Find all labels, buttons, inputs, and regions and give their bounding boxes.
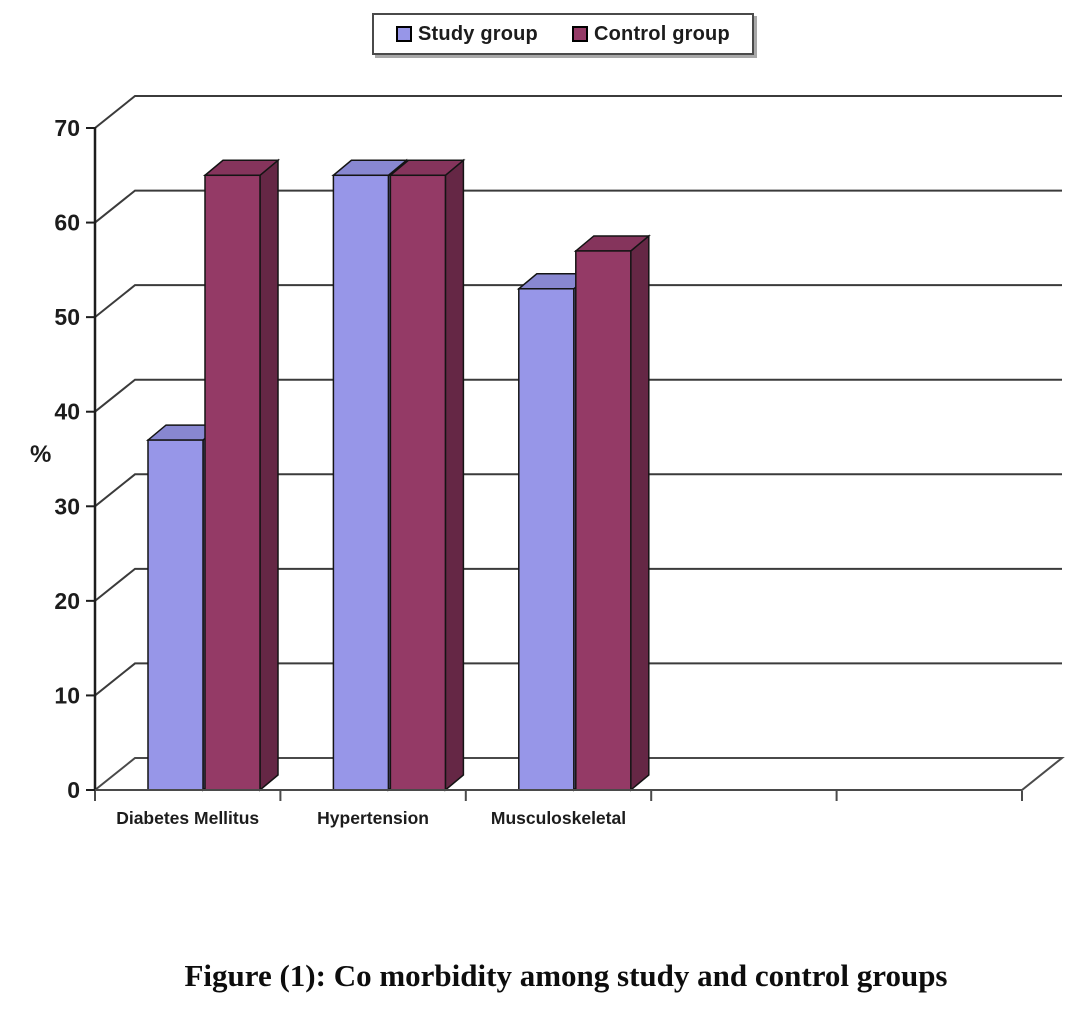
y-axis-title: % bbox=[30, 441, 51, 468]
figure-caption: Figure (1): Co morbidity among study and… bbox=[184, 958, 948, 993]
x-axis-label-diabetes-mellitus: Diabetes Mellitus bbox=[116, 808, 259, 828]
x-axis-label-musculoskeletal: Musculoskeletal bbox=[491, 808, 626, 828]
bar-study-group-hypertension bbox=[332, 174, 390, 791]
y-axis-tick-label-30: 30 bbox=[54, 493, 80, 519]
y-axis-tick-label-60: 60 bbox=[54, 210, 80, 236]
gridline-20 bbox=[94, 567, 1062, 602]
legend-item-study-group: Study group bbox=[396, 23, 538, 46]
y-axis-tick-label-50: 50 bbox=[54, 304, 80, 330]
bar-study-group-musculoskeletal bbox=[518, 288, 575, 791]
bar-control-group-hypertension bbox=[389, 174, 447, 791]
bar-study-group-diabetes-mellitus bbox=[147, 439, 204, 791]
y-axis-tick-label-10: 10 bbox=[54, 682, 80, 708]
chart-legend: Study group Control group bbox=[372, 13, 754, 55]
gridline-70 bbox=[94, 95, 1062, 129]
legend-label-study-group: Study group bbox=[418, 22, 538, 45]
legend-label-control-group: Control group bbox=[593, 22, 730, 45]
bar-control-group-diabetes-mellitus bbox=[204, 174, 261, 791]
gridline-10 bbox=[94, 662, 1062, 697]
x-axis-label-hypertension: Hypertension bbox=[317, 808, 429, 828]
y-axis-tick-label-20: 20 bbox=[54, 588, 80, 614]
bar-control-group-diabetes-mellitus-side bbox=[259, 158, 279, 792]
gridline-30 bbox=[94, 473, 1062, 508]
gridline-60 bbox=[94, 189, 1062, 224]
gridline-50 bbox=[94, 284, 1062, 318]
y-axis-tick-label-40: 40 bbox=[54, 399, 80, 425]
bar-control-group-hypertension-side bbox=[444, 158, 465, 792]
legend-swatch-study-group-icon bbox=[396, 26, 412, 42]
legend-item-control-group: Control group bbox=[571, 22, 730, 46]
y-axis-tick-label-70: 70 bbox=[54, 115, 80, 141]
gridline-40 bbox=[94, 378, 1062, 413]
bar-control-group-musculoskeletal bbox=[575, 250, 632, 791]
legend-swatch-control-group-icon bbox=[571, 26, 588, 42]
bar-control-group-musculoskeletal-side bbox=[630, 234, 650, 792]
y-axis-tick-label-0: 0 bbox=[67, 777, 80, 803]
